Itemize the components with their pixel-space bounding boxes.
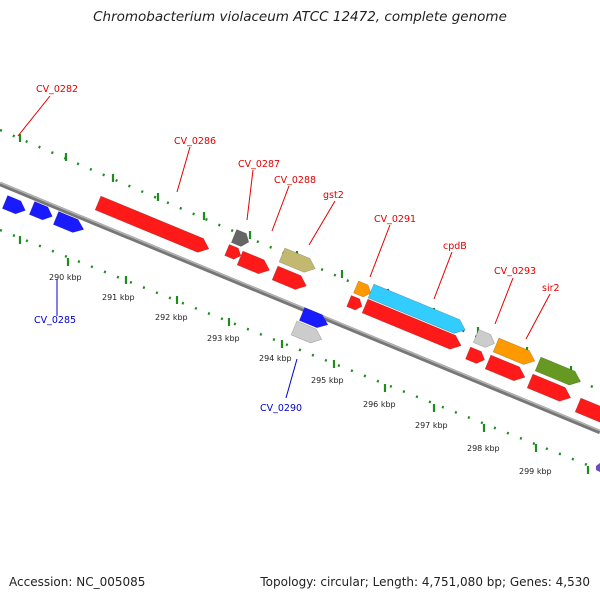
scale-tick-label: 296 kbp [363,400,396,409]
leader-line [271,185,290,232]
leader-line [433,251,453,300]
gene-arrow[interactable] [52,211,86,236]
gene-features [1,195,600,472]
leader-line [285,358,298,399]
gene-arrow[interactable] [346,295,365,311]
gene-arrow[interactable] [367,283,468,337]
gene-arrow[interactable] [484,354,528,384]
gene-labels: CV_0282 CV_0286 CV_0287 CV_0288 gst2 CV_0291c… [34,84,560,414]
inner-dotted-ring [0,228,600,472]
gene-label[interactable]: CV_0293 [494,266,536,277]
gene-arrow[interactable] [465,346,488,366]
leader-line [176,146,191,193]
gene-arrow[interactable] [94,195,212,256]
gene-arrow[interactable] [290,320,324,346]
scale-tick-label: 294 kbp [259,354,292,363]
gene-arrow[interactable] [361,298,464,353]
gene-arrow[interactable] [224,244,243,261]
gene-arrow[interactable] [298,307,330,332]
map-title: Chromobacterium violaceum ATCC 12472, co… [93,9,507,25]
gene-arrow[interactable] [230,229,251,249]
genome-backbone [0,181,600,435]
label-leader-lines [17,95,551,399]
gene-arrow[interactable] [574,397,600,427]
leader-line [246,169,254,221]
tick-labels: 290 kbp 291 kbp 292 kbp 293 kbp 294 kbp 295 k… [49,273,552,476]
edge-feature-marker [596,463,600,472]
scale-tick-label: 291 kbp [102,293,135,302]
gene-label[interactable]: CV_0288 [274,175,316,186]
dotted-rings [0,128,600,472]
accession-info: Accession: NC_005085 [9,575,146,589]
scale-tick-label: 298 kbp [467,444,500,453]
leader-line [369,224,391,278]
leader-line [17,95,51,137]
gene-label[interactable]: gst2 [323,190,344,201]
gene-arrow[interactable] [271,265,309,293]
scale-tick-label: 292 kbp [155,313,188,322]
gene-arrow[interactable] [526,373,573,405]
gene-label[interactable]: CV_0287 [238,159,280,170]
gene-label[interactable]: CV_0286 [174,136,216,147]
scale-tick-label: 299 kbp [519,467,552,476]
gene-arrow[interactable] [534,356,583,388]
gene-arrow[interactable] [278,247,318,276]
scale-tick-label: 297 kbp [415,421,448,430]
gene-label[interactable]: CV_0285 [34,315,76,326]
gene-label[interactable]: cpdB [443,241,467,252]
leader-line [308,200,336,246]
leader-line [494,277,514,325]
gene-label[interactable]: CV_0291 [374,214,416,225]
scale-tick-label: 293 kbp [207,334,240,343]
gene-label[interactable]: sir2 [542,283,560,294]
leader-line [525,293,551,340]
scale-tick-label: 295 kbp [311,376,344,385]
gene-label[interactable]: CV_0282 [36,84,78,95]
gene-arrow[interactable] [472,329,497,351]
gene-arrow[interactable] [236,250,272,277]
gene-arrow[interactable] [28,201,55,223]
gene-arrow[interactable] [353,280,374,299]
topology-info: Topology: circular; Length: 4,751,080 bp… [260,575,590,589]
gene-arrow[interactable] [492,337,538,368]
scale-tick-label: 290 kbp [49,273,82,282]
gene-arrow[interactable] [1,195,28,217]
gene-label[interactable]: CV_0290 [260,403,302,414]
